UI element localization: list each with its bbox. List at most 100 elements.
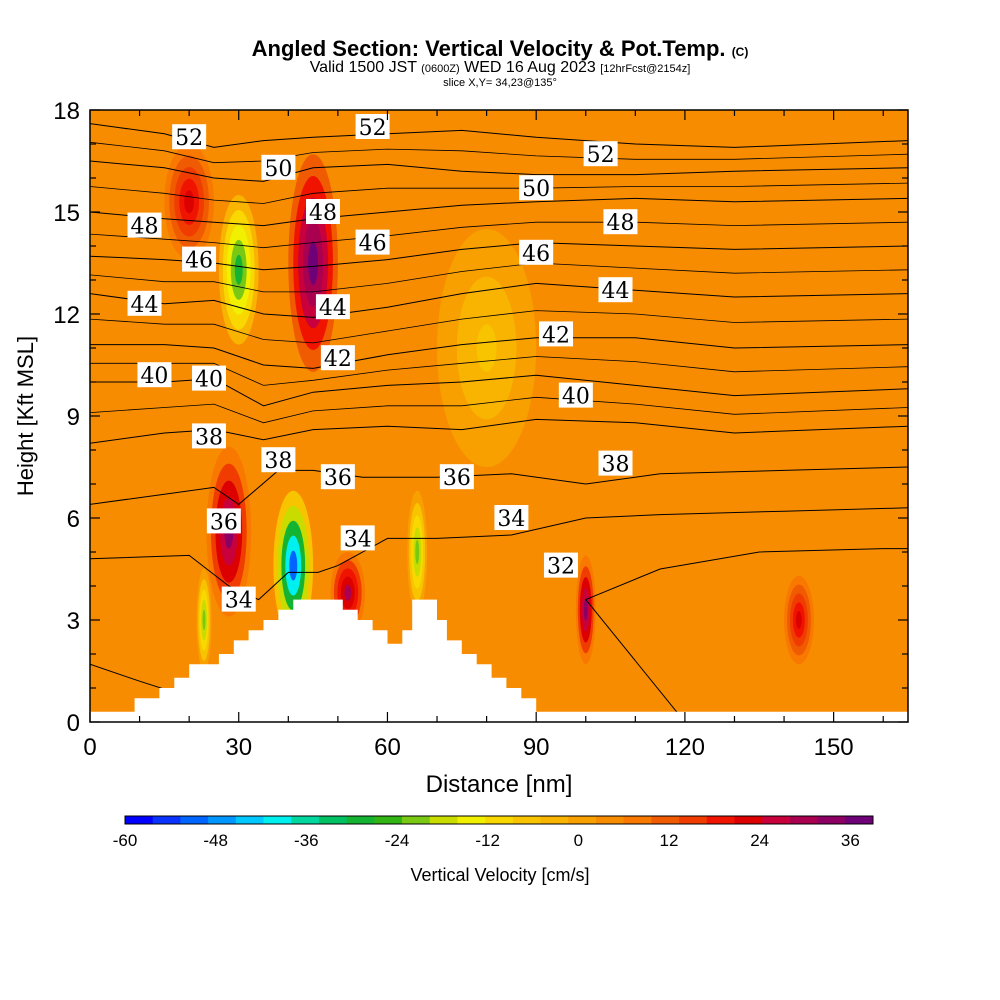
colorbar-swatch [540, 816, 569, 824]
contour-label-box [127, 290, 162, 316]
chart-subtitle: Valid 1500 JST (0600Z) WED 16 Aug 2023 [… [309, 59, 691, 76]
colorbar-frame [124, 815, 874, 825]
contour-label: 44 [602, 279, 630, 304]
contour-label: 38 [195, 425, 223, 450]
y-tick-label: 9 [67, 404, 80, 431]
colorbar-swatch [208, 816, 237, 824]
velocity-cell [415, 539, 420, 565]
x-tick-label: 120 [665, 734, 705, 761]
colorbar-tick-label: 0 [574, 831, 583, 850]
contour-label: 52 [175, 126, 203, 151]
contour-label-box [320, 345, 355, 371]
contour-label: 48 [309, 201, 337, 226]
colorbar-swatch [180, 816, 209, 824]
contour-label: 40 [195, 368, 223, 393]
terrain-mask [90, 599, 908, 722]
y-tick-label: 12 [53, 302, 80, 329]
colorbar-swatch [263, 816, 292, 824]
terrain [90, 599, 908, 722]
colorbar-swatch [125, 816, 154, 824]
contour-label-box [340, 525, 375, 551]
velocity-field [90, 110, 908, 722]
colorbar-swatch [485, 816, 514, 824]
contour-label: 48 [131, 215, 159, 240]
colorbar-label: Vertical Velocity [cm/s] [410, 865, 589, 885]
contour-label-box [355, 229, 390, 255]
contour-label: 42 [324, 347, 352, 372]
theta-contour-42 [90, 337, 908, 369]
colorbar-swatch [402, 816, 431, 824]
colorbar-swatch [568, 816, 597, 824]
colorbar: -60 -48 -36 -24 -12 0 12 24 36 Vertical Velocity … [113, 815, 874, 885]
contour-label: 50 [264, 157, 292, 182]
contour-label: 46 [522, 242, 550, 267]
x-tick-label: 0 [83, 734, 96, 761]
contour-label: 40 [140, 364, 168, 389]
contour-label: 44 [131, 293, 159, 318]
velocity-cell [202, 609, 206, 631]
theta-contour-minor [90, 182, 908, 204]
x-tick-label: 30 [225, 734, 252, 761]
colorbar-swatch [845, 816, 874, 824]
contour-label: 34 [497, 507, 525, 532]
colorbar-swatch [429, 816, 458, 824]
contour-label-box [191, 423, 226, 449]
colorbar-swatch [595, 816, 625, 824]
colorbar-tick-label: -36 [294, 831, 319, 850]
colorbar-tick-label: -60 [113, 831, 138, 850]
contour-label-box [439, 464, 474, 490]
theta-contour-50 [90, 160, 908, 182]
contour-label: 38 [602, 453, 630, 478]
contour-label: 36 [210, 510, 238, 535]
colorbar-tick-label: 24 [750, 831, 769, 850]
y-tick-label: 3 [67, 608, 80, 635]
x-tick-label: 60 [374, 734, 401, 761]
colorbar-swatch [623, 816, 652, 824]
colorbar-swatch [512, 816, 542, 824]
contour-label-box [320, 464, 355, 490]
colorbar-swatch [457, 816, 486, 824]
contour-label: 46 [359, 232, 387, 257]
velocity-cell [344, 584, 352, 601]
contour-label-box [221, 586, 256, 612]
theta-contour-minor [90, 141, 908, 164]
contour-label-box [543, 552, 578, 578]
contour-label: 52 [359, 116, 387, 141]
contour-label-box [519, 239, 554, 265]
colorbar-swatch [817, 816, 846, 824]
colorbar-swatch [152, 816, 181, 824]
x-tick-label: 150 [814, 734, 854, 761]
y-tick-label: 0 [67, 710, 80, 737]
contour-label-box [539, 321, 574, 347]
contour-label-box [261, 154, 296, 180]
contour-label-box [306, 199, 341, 224]
contour-label: 38 [264, 449, 292, 474]
contour-label: 44 [319, 296, 347, 321]
velocity-cell [289, 550, 298, 581]
contour-label-box [494, 505, 529, 530]
contour-label-box [127, 212, 162, 238]
colorbar-tick-label: -48 [203, 831, 228, 850]
contour-label: 50 [522, 177, 550, 202]
colorbar-swatch [318, 816, 348, 824]
theta-contour-36 [90, 466, 908, 506]
y-axis-label: Height [Kft MSL] [13, 336, 38, 496]
y-tick-label: 6 [67, 506, 80, 533]
contour-label: 34 [225, 589, 253, 614]
colorbar-swatch [706, 816, 735, 824]
theta-contour-minor [90, 310, 908, 344]
colorbar-swatch [346, 816, 375, 824]
slice-info: slice X,Y= 34,23@135° [443, 77, 557, 89]
velocity-cell [795, 611, 802, 629]
x-axis-label: Distance [nm] [426, 771, 573, 798]
colorbar-swatch [679, 816, 708, 824]
contour-label-box [206, 508, 241, 534]
contour-label-box [583, 141, 618, 167]
contour-label: 36 [443, 466, 471, 491]
y-tick-label: 18 [53, 98, 80, 125]
contour-label-box [598, 450, 633, 476]
theta-contour-minor [90, 396, 908, 424]
colorbar-swatch [235, 816, 265, 824]
